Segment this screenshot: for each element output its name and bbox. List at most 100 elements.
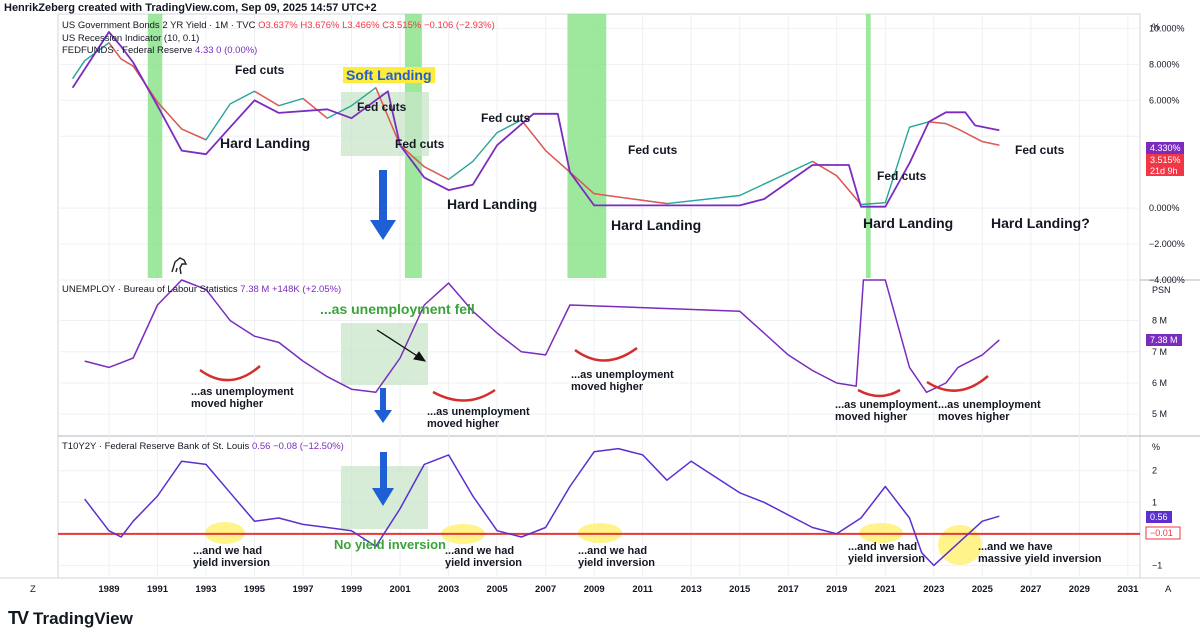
time-scale[interactable]: 1989 1991 1993 1995 1997 1999 2001 2003 2005 2007… (30, 584, 1172, 595)
ann-massive-inv: ...and we have massive yield inversion (978, 541, 1102, 565)
ann-yield-inv-1989-l1: ...and we had (193, 545, 263, 557)
tick-mid-0: 8 M (1152, 316, 1167, 326)
legend-unemploy-value: 7.38 M +148K (+2.05%) (240, 284, 342, 295)
blue-arrow-bot (372, 452, 394, 506)
annotation-marks (199, 329, 989, 402)
x-tick-1995: 1995 (244, 584, 266, 595)
series-2y-down-seg-32 (928, 121, 946, 125)
ann-soft-landing: Soft Landing (343, 67, 435, 83)
ann-unemp-higher-1990-l1: ...as unemployment (191, 386, 294, 398)
inv-hl-2023 (938, 525, 982, 565)
x-tick-2003: 2003 (438, 584, 459, 595)
tick-mid-2: 6 M (1152, 378, 1167, 388)
ann-hard-landing-q: Hard Landing? (991, 215, 1090, 231)
legend-t10y2y-name: T10Y2Y · Federal Reserve Bank of St. Lou… (62, 441, 250, 452)
series-2y-down-seg-28 (836, 175, 862, 205)
badge-zero (1145, 526, 1181, 540)
ann-fed-cuts-2024: Fed cuts (1015, 143, 1065, 157)
legend-fedfunds-value: 4.33 0 (0.00%) (195, 45, 258, 56)
x-tick-2031: 2031 (1117, 584, 1139, 595)
ann-unemp-fell: ...as unemployment fell (320, 301, 475, 317)
chart-canvas[interactable]: %10.000%8.000%6.000%0.000%−2.000%−4.000%… (0, 0, 1200, 600)
x-tick-1993: 1993 (195, 584, 216, 595)
ann-fed-cuts-1989: Fed cuts (235, 63, 285, 77)
x-left-label: Z (30, 584, 36, 595)
legend-2y-name: US Government Bonds 2 YR Yield · 1M · TV… (62, 20, 256, 31)
tick-bot-2: −1 (1152, 560, 1162, 570)
badge-spread (1146, 511, 1172, 523)
ann-yield-inv-2019-l1: ...and we had (848, 541, 918, 553)
series-2y-down-seg-16 (399, 144, 425, 168)
legend-fedfunds-name: FEDFUNDS · Federal Reserve (62, 45, 193, 56)
legend-recession-name: US Recession Indicator (10, 0.1) (62, 33, 200, 44)
series-2y-down-seg-35 (982, 140, 1000, 146)
ann-unemp-moves-2024-l1: ...as unemployment (938, 399, 1041, 411)
series-2y-down-seg-12 (302, 97, 328, 119)
x-tick-2005: 2005 (487, 584, 509, 595)
badge-unemploy (1146, 334, 1182, 346)
badge-zero-text: −0.01 (1150, 528, 1173, 538)
ann-hard-landing-1990: Hard Landing (220, 135, 311, 151)
x-tick-2021: 2021 (875, 584, 897, 595)
series-2y-down-seg-23 (569, 171, 595, 195)
tick-top-1: 8.000% (1149, 59, 1180, 69)
legend-2y-low: L3.466% (342, 20, 380, 31)
price-scales: %10.000%8.000%6.000%0.000%−2.000%−4.000%… (1149, 22, 1185, 570)
ann-unemp-higher-2007-l1: ...as unemployment (571, 369, 674, 381)
badge-unemploy-text: 7.38 M (1150, 335, 1178, 345)
legend-t10y2y[interactable]: T10Y2Y · Federal Reserve Bank of St. Lou… (62, 441, 344, 452)
tick-bot-0: 2 (1152, 466, 1157, 476)
ann-unemp-higher-1990-l2: moved higher (191, 398, 264, 410)
x-tick-2019: 2019 (826, 584, 847, 595)
ann-fed-cuts-2007: Fed cuts (628, 143, 678, 157)
tick-top-5: −2.000% (1149, 239, 1185, 249)
series-t10y2y (84, 447, 1000, 567)
series-2y-down-seg-33 (945, 122, 959, 130)
ann-unemp-higher-2001: ...as unemployment moved higher (427, 406, 530, 430)
legend-recession[interactable]: US Recession Indicator (10, 0.1) (62, 33, 199, 44)
x-tick-2001: 2001 (389, 584, 411, 595)
legend-unemploy[interactable]: UNEMPLOY · Bureau of Labour Statistics 7… (62, 284, 341, 295)
dinosaur-icon (171, 257, 188, 275)
series-2y-down-seg-22 (545, 150, 571, 173)
series-2y-yield (72, 42, 1000, 206)
series-2y-down-seg-24 (594, 193, 668, 205)
smile-arc-3 (574, 346, 638, 362)
series-2y-down-seg-34 (957, 128, 983, 143)
tick-mid-3: 5 M (1152, 409, 1167, 419)
legend-fedfunds[interactable]: FEDFUNDS · Federal Reserve 4.33 0 (0.00%… (62, 45, 257, 56)
legend-2y[interactable]: US Government Bonds 2 YR Yield · 1M · TV… (62, 20, 495, 31)
x-tick-2025: 2025 (972, 584, 994, 595)
ann-unemp-higher-2019: ...as unemployment moved higher (835, 399, 938, 423)
ann-hard-landing-2008: Hard Landing (611, 217, 702, 233)
recession-band-3 (865, 14, 871, 278)
badge-2y-text: 3.515% (1150, 155, 1181, 165)
footer-brand[interactable]: TV TradingView (8, 608, 133, 629)
ann-unemp-moves-2024-l2: moves higher (938, 411, 1010, 423)
smile-arc-2 (432, 388, 496, 402)
ann-yield-inv-2000-l2: yield inversion (445, 557, 523, 569)
ann-yield-inv-1989: ...and we had yield inversion (193, 545, 270, 569)
ann-unemp-higher-1990: ...as unemployment moved higher (191, 386, 294, 410)
badge-fed-funds (1146, 142, 1184, 154)
series-2y-down-seg-21 (520, 119, 547, 152)
unit-bot: % (1152, 442, 1160, 452)
x-tick-2029: 2029 (1069, 584, 1090, 595)
series-2y-down-seg-10 (254, 90, 280, 107)
smile-arc-4 (857, 388, 901, 398)
ann-massive-inv-l2: massive yield inversion (978, 553, 1102, 565)
ann-fed-cuts-2019: Fed cuts (877, 169, 927, 183)
x-tick-2009: 2009 (584, 584, 605, 595)
legend-2y-close: C3.515% (382, 20, 422, 31)
unit-mid: PSN (1152, 285, 1171, 295)
series-2y-down-seg-3 (108, 42, 122, 60)
ann-unemp-higher-2007: ...as unemployment moved higher (571, 369, 674, 393)
price-badges: 4.330% 3.515% 21d 9h 7.38 M 0.56 −0.01 (1145, 142, 1184, 540)
ann-yield-inv-2006: ...and we had yield inversion (578, 545, 655, 569)
blue-arrow-top (370, 170, 396, 240)
x-tick-2015: 2015 (729, 584, 751, 595)
recession-band-0 (147, 14, 163, 278)
tick-top-0: 10.000% (1149, 23, 1185, 33)
x-tick-1989: 1989 (98, 584, 119, 595)
ann-no-yield-inv: No yield inversion (334, 537, 446, 552)
